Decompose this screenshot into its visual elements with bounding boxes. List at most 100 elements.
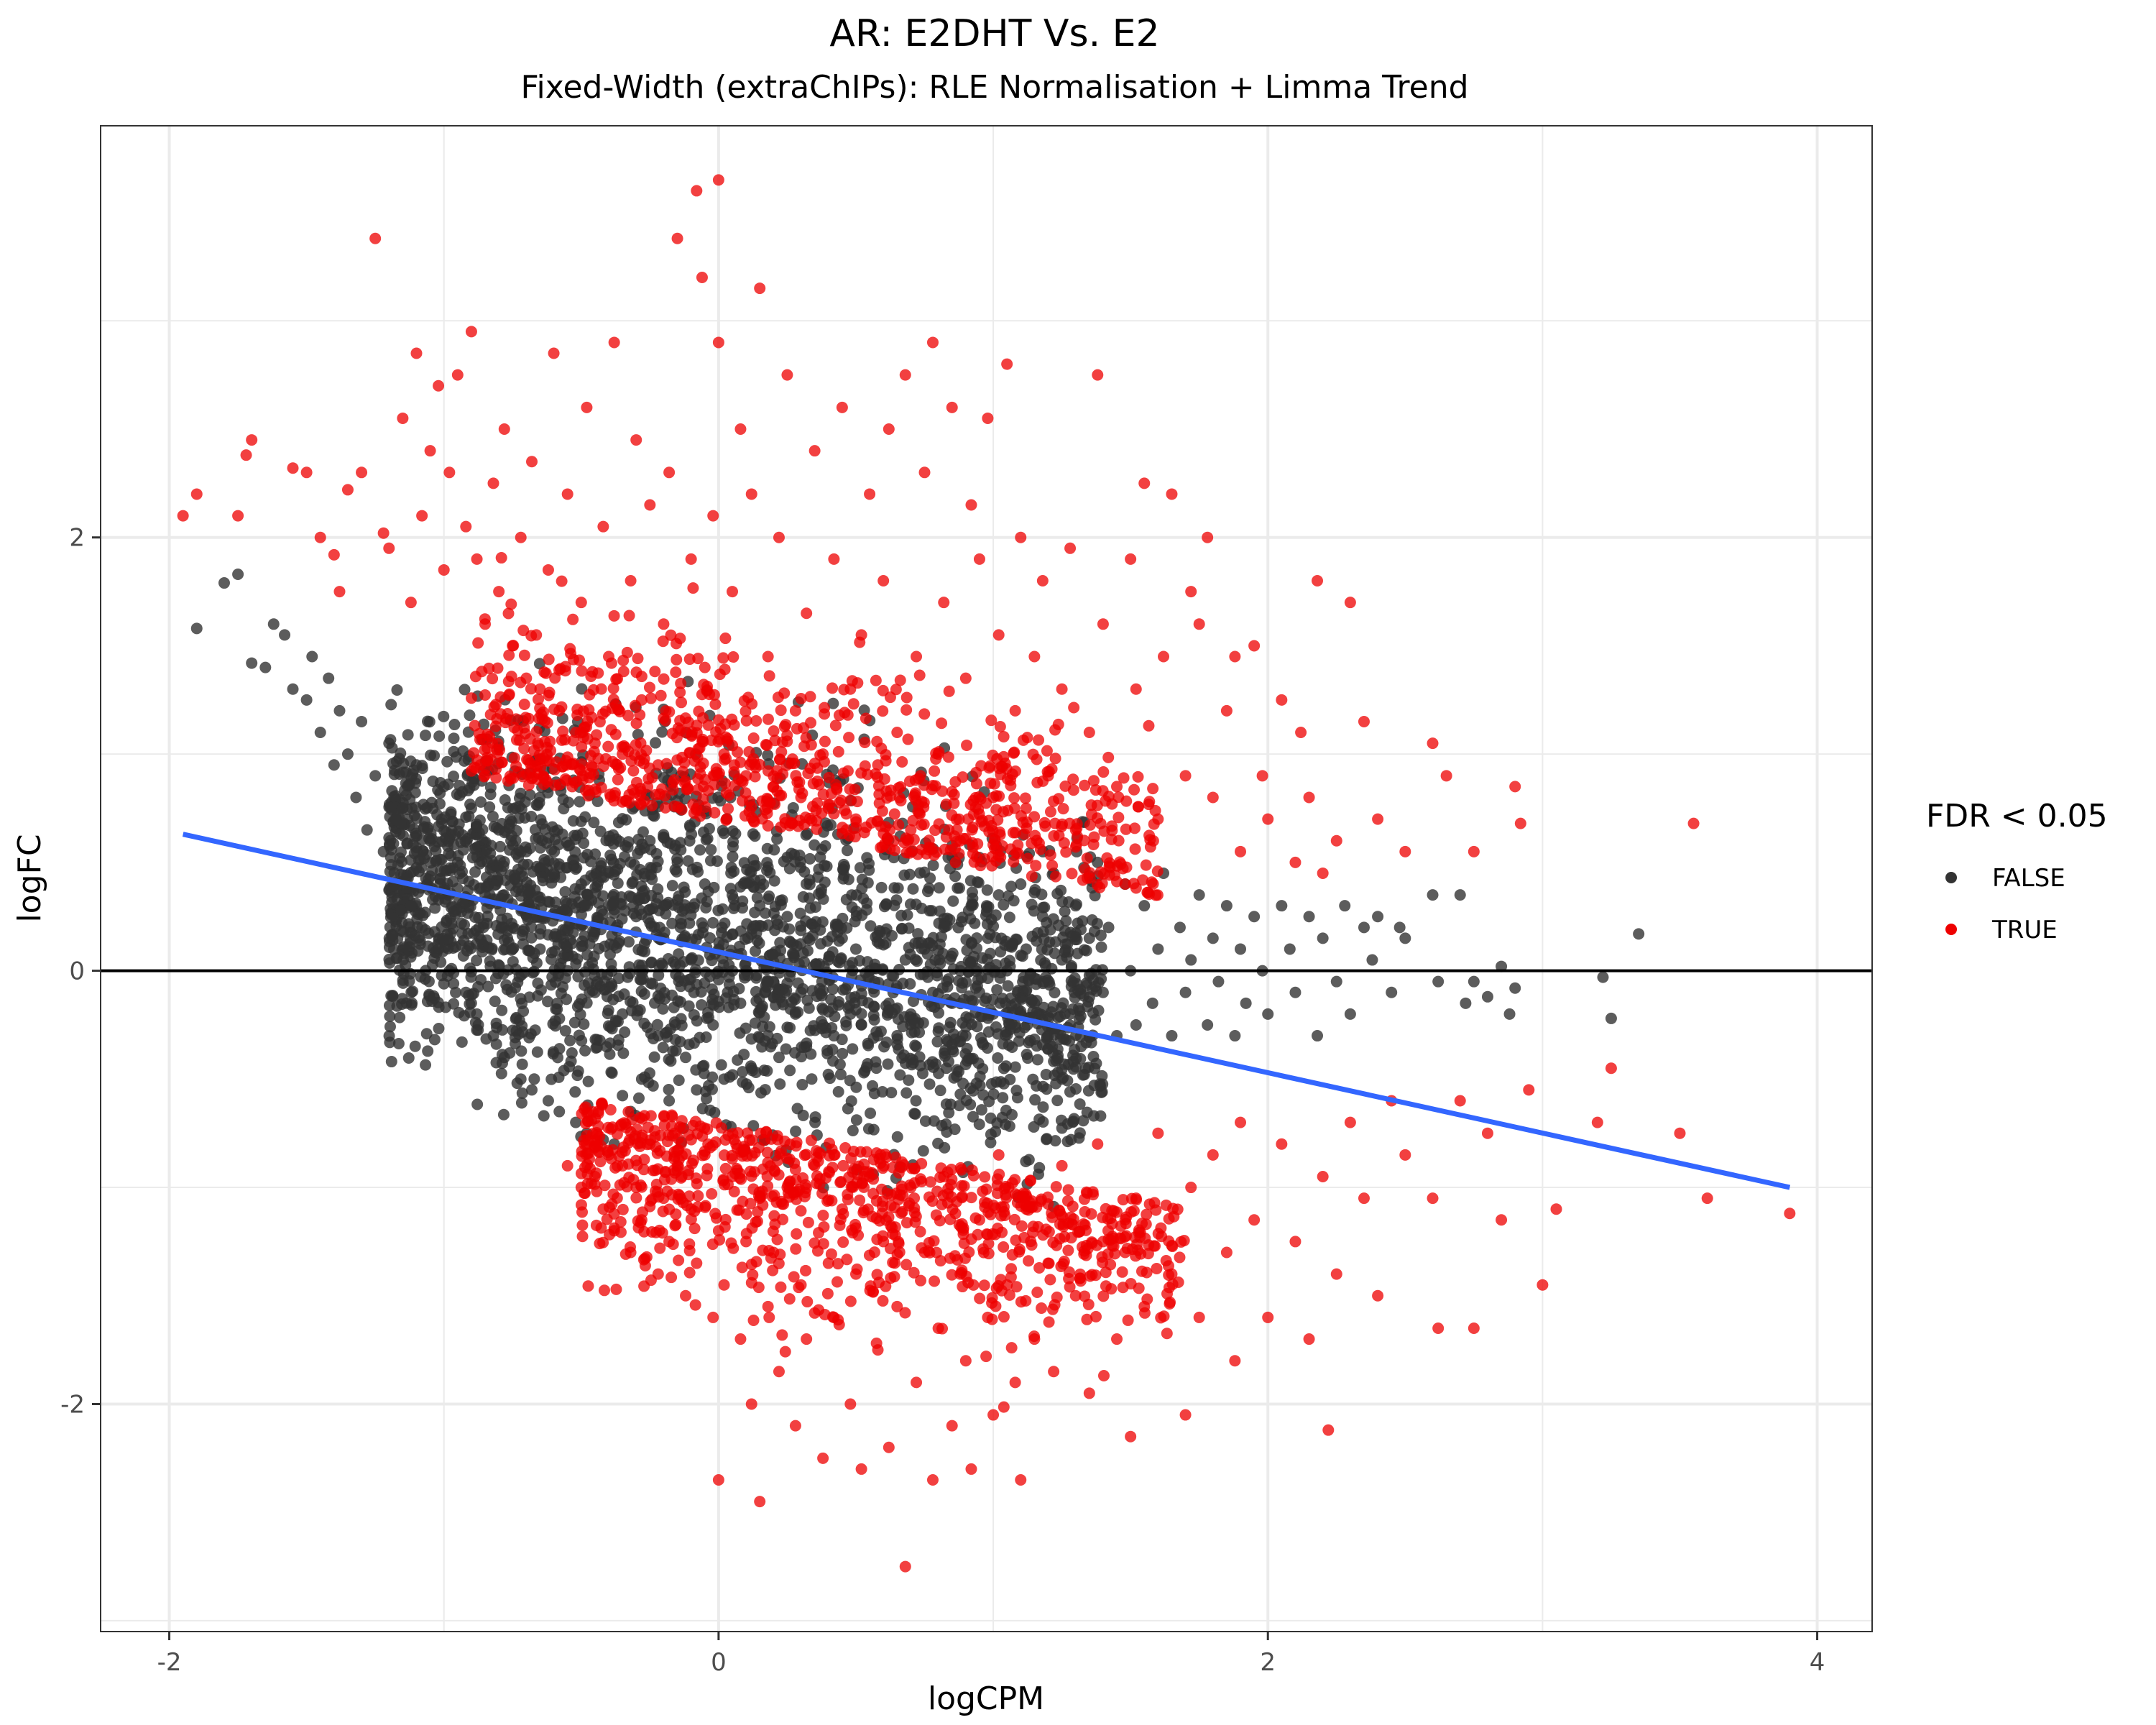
point-true <box>822 1257 834 1269</box>
point-true <box>644 499 656 511</box>
point-false <box>385 1056 397 1068</box>
point-true <box>1038 816 1051 829</box>
point-true <box>1514 817 1526 829</box>
point-true <box>880 749 892 761</box>
point-true <box>377 527 390 539</box>
point-true <box>1008 746 1021 758</box>
point-true <box>727 651 740 663</box>
point-true <box>795 1205 807 1217</box>
point-false <box>1023 1036 1035 1049</box>
point-true <box>736 1261 748 1274</box>
point-false <box>1002 980 1014 992</box>
point-true <box>1114 856 1126 868</box>
point-false <box>1330 975 1342 988</box>
point-false <box>657 1003 669 1015</box>
point-false <box>605 958 617 970</box>
point-false <box>1042 1043 1054 1055</box>
point-false <box>446 824 458 837</box>
point-true <box>875 842 887 854</box>
point-false <box>388 867 400 879</box>
point-false <box>674 1036 686 1048</box>
point-true <box>424 445 436 457</box>
point-false <box>666 917 678 929</box>
point-true <box>711 766 723 778</box>
point-true <box>602 740 614 753</box>
point-false <box>985 1128 997 1141</box>
point-false <box>618 988 630 1000</box>
point-false <box>500 979 512 991</box>
point-false <box>1202 1018 1214 1031</box>
point-false <box>750 995 763 1007</box>
point-true <box>877 1162 889 1174</box>
point-true <box>670 1208 682 1220</box>
point-true <box>893 1246 906 1259</box>
point-false <box>792 977 804 989</box>
point-true <box>1111 1333 1123 1346</box>
point-true <box>888 1271 900 1283</box>
point-false <box>356 715 368 727</box>
point-false <box>1049 1135 1061 1147</box>
y-axis-title: logFC <box>11 834 48 922</box>
point-false <box>796 1079 808 1091</box>
point-false <box>400 789 413 801</box>
point-false <box>1005 880 1018 893</box>
point-true <box>1015 1296 1027 1308</box>
point-true <box>190 488 203 500</box>
point-false <box>526 1084 538 1096</box>
point-false <box>232 568 244 580</box>
point-true <box>768 1210 780 1222</box>
point-true <box>792 1185 804 1197</box>
point-false <box>482 980 494 993</box>
point-true <box>926 336 939 349</box>
point-false <box>428 1034 441 1046</box>
point-true <box>687 1119 699 1131</box>
point-true <box>1010 1281 1023 1293</box>
point-true <box>676 696 688 709</box>
point-false <box>907 883 919 895</box>
point-false <box>719 917 731 929</box>
point-true <box>560 755 572 767</box>
point-false <box>1193 889 1205 901</box>
point-true <box>630 1192 642 1204</box>
point-true <box>932 748 944 760</box>
point-false <box>839 860 851 873</box>
point-true <box>688 1223 701 1235</box>
point-true <box>1179 770 1192 782</box>
point-true <box>1550 1203 1562 1215</box>
point-true <box>778 687 791 699</box>
point-true <box>487 673 499 685</box>
point-false <box>877 939 890 951</box>
point-false <box>314 727 326 739</box>
point-false <box>1031 1006 1043 1018</box>
point-true <box>581 715 594 727</box>
point-true <box>1020 802 1032 814</box>
point-true <box>522 712 535 724</box>
point-false <box>804 1024 816 1036</box>
point-true <box>639 1259 651 1271</box>
point-true <box>1185 1182 1197 1194</box>
point-false <box>515 1045 528 1057</box>
point-false <box>1468 975 1480 988</box>
point-false <box>685 954 697 966</box>
point-true <box>1097 1256 1109 1269</box>
point-true <box>893 819 905 831</box>
point-true <box>752 1205 764 1218</box>
point-true <box>863 1249 875 1261</box>
point-true <box>710 1136 722 1149</box>
point-false <box>630 911 642 923</box>
point-true <box>410 347 423 359</box>
point-true <box>1132 770 1144 783</box>
point-true <box>941 1197 954 1209</box>
point-true <box>1056 683 1068 695</box>
point-true <box>1059 780 1072 792</box>
point-false <box>783 862 796 875</box>
point-false <box>573 896 585 908</box>
point-true <box>1119 1246 1131 1259</box>
point-false <box>486 944 498 956</box>
point-false <box>410 827 422 840</box>
point-false <box>781 851 793 863</box>
point-false <box>762 919 774 932</box>
point-true <box>875 820 887 832</box>
point-false <box>1089 1013 1102 1026</box>
point-false <box>834 1068 847 1080</box>
